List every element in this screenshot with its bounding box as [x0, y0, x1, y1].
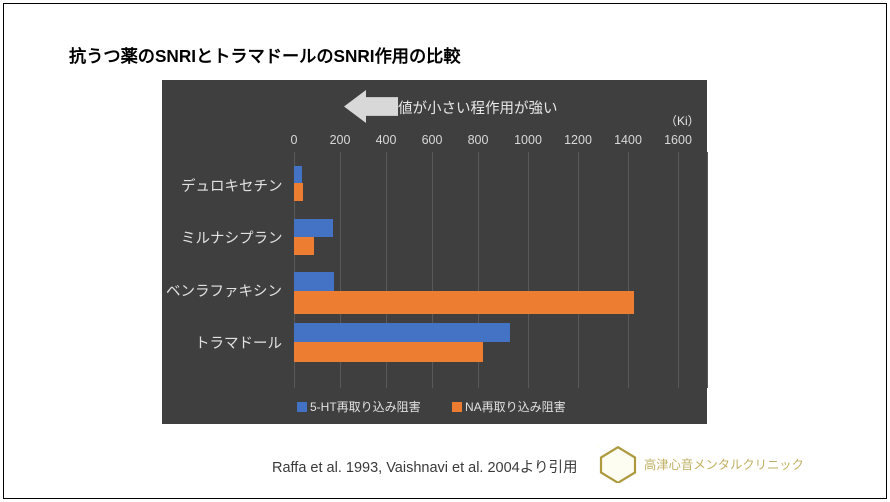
svg-text:高津心音メンタルクリニック: 高津心音メンタルクリニック: [644, 457, 804, 472]
